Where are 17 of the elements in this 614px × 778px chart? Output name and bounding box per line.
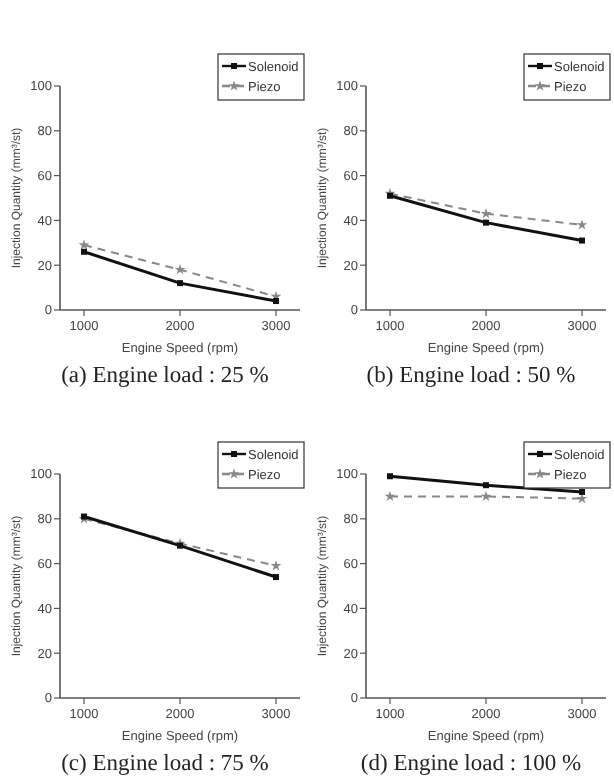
point	[177, 280, 183, 287]
text: (b) Engine load : 50 %	[366, 364, 577, 388]
point	[579, 237, 585, 244]
text: (c) Engine load : 75 %	[61, 752, 270, 776]
point	[273, 574, 279, 581]
point	[273, 298, 279, 305]
point	[174, 264, 186, 275]
point	[387, 192, 393, 199]
text: (d) Engine load : 100 %	[360, 752, 583, 776]
point	[576, 219, 588, 230]
text: (a) Engine load : 25 %	[61, 364, 270, 388]
point	[483, 219, 489, 226]
point	[78, 239, 90, 250]
point	[270, 560, 282, 571]
point	[81, 248, 87, 255]
point	[177, 542, 183, 549]
point	[480, 208, 492, 219]
